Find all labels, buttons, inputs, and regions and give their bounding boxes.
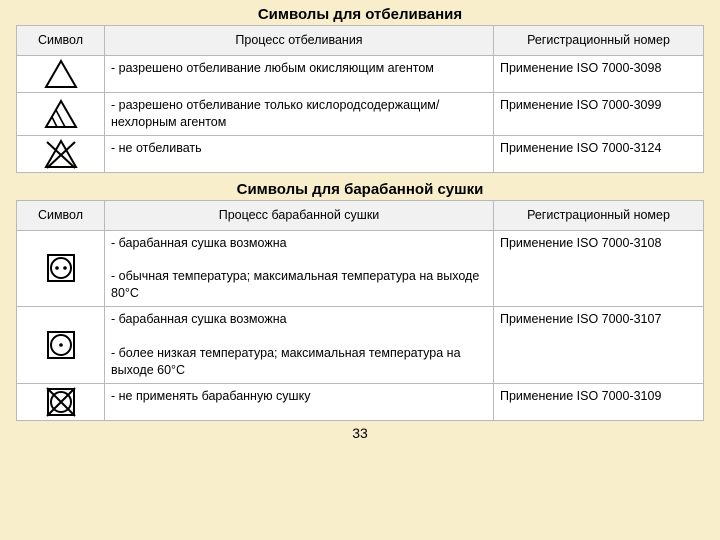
table-row: - не применять барабанную сушку Применен…: [17, 383, 704, 420]
cell-desc: - не отбеливать: [105, 135, 494, 172]
cell-desc: - не применять барабанную сушку: [105, 383, 494, 420]
th-process: Процесс отбеливания: [105, 26, 494, 56]
square-circle-1dot-icon: [45, 329, 77, 361]
th-process: Процесс барабанной сушки: [105, 200, 494, 230]
square-circle-cross-icon: [45, 386, 77, 418]
cell-desc: - разрешено отбеливание только кислородс…: [105, 92, 494, 135]
triangle-crossed-icon: [43, 138, 79, 170]
section1-title: Символы для отбеливания: [16, 6, 704, 23]
cell-reg: Применение ISO 7000-3098: [494, 55, 704, 92]
cell-reg: Применение ISO 7000-3124: [494, 135, 704, 172]
table-row: - разрешено отбеливание только кислородс…: [17, 92, 704, 135]
cell-reg: Применение ISO 7000-3107: [494, 307, 704, 384]
section2-title: Символы для барабанной сушки: [16, 181, 704, 198]
square-circle-2dots-icon: [45, 252, 77, 284]
th-reg: Регистрационный номер: [494, 26, 704, 56]
cell-desc: - разрешено отбеливание любым окисляющим…: [105, 55, 494, 92]
cell-desc: - барабанная сушка возможна - обычная те…: [105, 230, 494, 307]
table-row: - не отбеливать Применение ISO 7000-3124: [17, 135, 704, 172]
cell-reg: Применение ISO 7000-3109: [494, 383, 704, 420]
triangle-plain-icon: [43, 58, 79, 90]
table-row: - барабанная сушка возможна - обычная те…: [17, 230, 704, 307]
th-symbol: Символ: [17, 200, 105, 230]
page-number: 33: [16, 425, 704, 441]
triangle-stripes-icon: [43, 98, 79, 130]
th-symbol: Символ: [17, 26, 105, 56]
table-row: - барабанная сушка возможна - более низк…: [17, 307, 704, 384]
table-row: - разрешено отбеливание любым окисляющим…: [17, 55, 704, 92]
th-reg: Регистрационный номер: [494, 200, 704, 230]
drying-table: Символ Процесс барабанной сушки Регистра…: [16, 200, 704, 421]
bleach-table: Символ Процесс отбеливания Регистрационн…: [16, 25, 704, 173]
cell-reg: Применение ISO 7000-3099: [494, 92, 704, 135]
cell-desc: - барабанная сушка возможна - более низк…: [105, 307, 494, 384]
cell-reg: Применение ISO 7000-3108: [494, 230, 704, 307]
